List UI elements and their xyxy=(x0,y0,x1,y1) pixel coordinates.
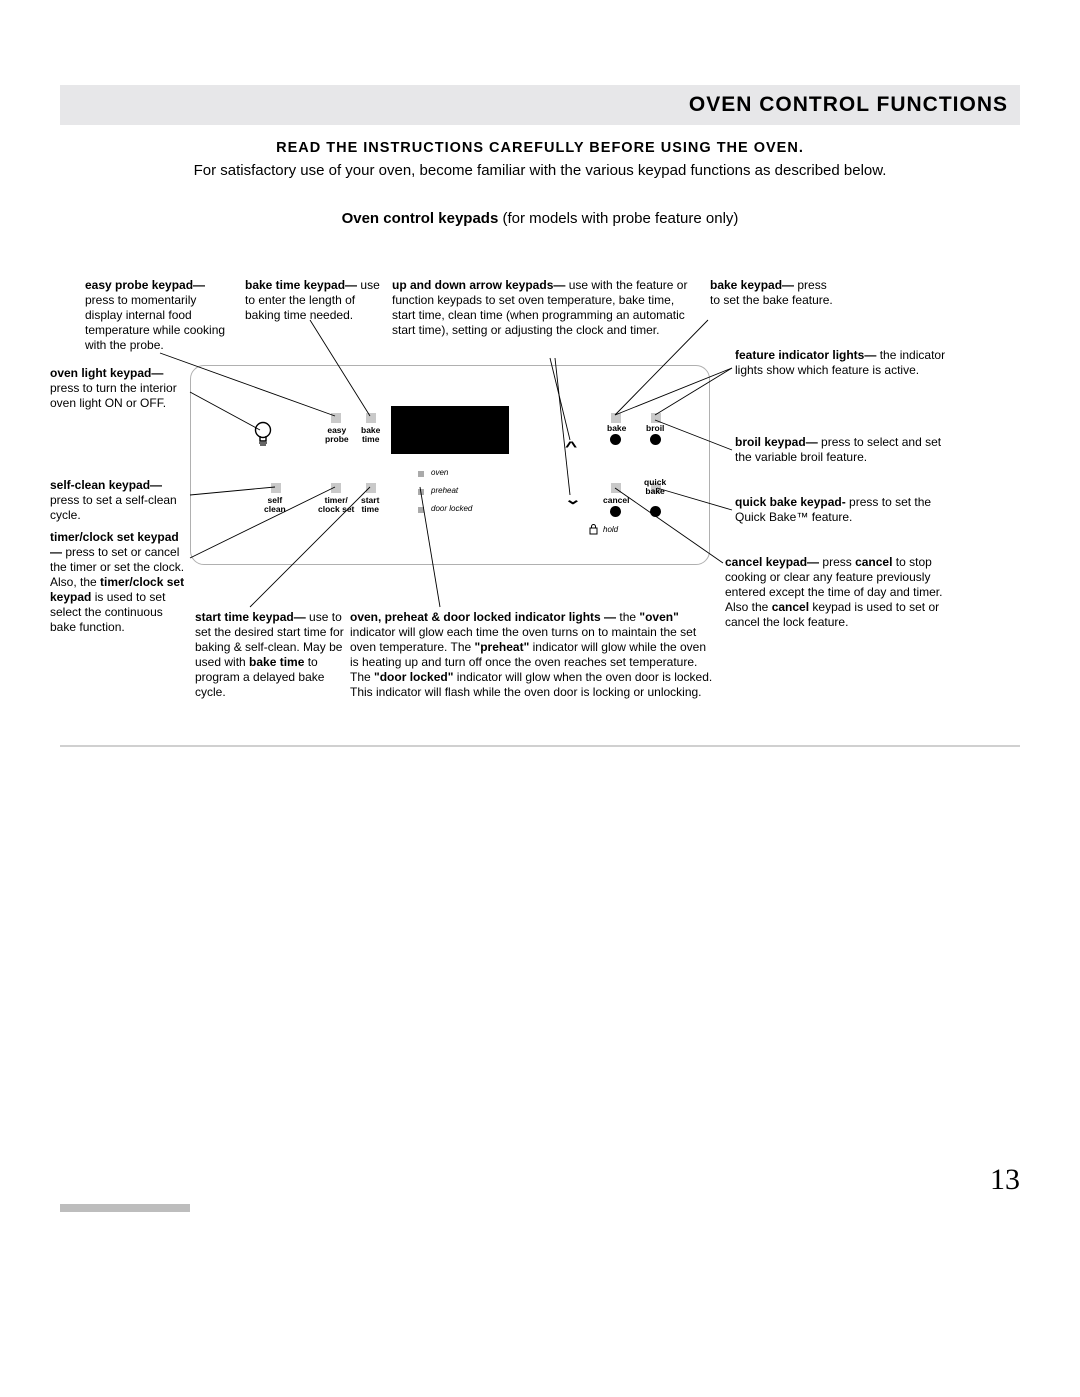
self-clean-label: selfclean xyxy=(264,496,286,515)
bake-time-label: baketime xyxy=(361,426,380,445)
bake-time-pad xyxy=(366,413,376,423)
footer-accent-bar xyxy=(60,1204,190,1212)
caption-rest: (for models with probe feature only) xyxy=(498,210,738,227)
callout-bake: bake keypad— press to set the bake featu… xyxy=(710,278,840,308)
broil-pad xyxy=(651,413,661,423)
callout-start-time: start time keypad— use to set the desire… xyxy=(195,610,345,700)
subheading-desc: For satisfactory use of your oven, becom… xyxy=(60,162,1020,179)
callout-arrows: up and down arrow keypads— use with the … xyxy=(392,278,692,338)
down-arrow-icon: ⌄ xyxy=(564,491,582,508)
cancel-pad xyxy=(611,483,621,493)
doorlocked-ind-icon xyxy=(418,507,424,513)
callout-oven-light: oven light keypad— press to turn the int… xyxy=(50,366,190,411)
quick-bake-dot xyxy=(650,506,661,517)
header-bar: OVEN CONTROL FUNCTIONS xyxy=(60,85,1020,125)
display-screen xyxy=(391,406,509,454)
start-time-pad xyxy=(366,483,376,493)
caption-bold: Oven control keypads xyxy=(342,210,499,227)
subheading: READ THE INSTRUCTIONS CAREFULLY BEFORE U… xyxy=(60,140,1020,156)
callout-self-clean: self-clean keypad— press to set a self-c… xyxy=(50,478,190,523)
callout-feature-lights: feature indicator lights— the indicator … xyxy=(735,348,960,378)
bake-pad xyxy=(611,413,621,423)
doorlocked-ind-label: door locked xyxy=(431,505,472,514)
oven-ind-icon xyxy=(418,471,424,477)
preheat-ind-label: preheat xyxy=(431,487,458,496)
bake-label: bake xyxy=(607,424,626,433)
preheat-ind-icon xyxy=(418,489,424,495)
callout-timer-clock: timer/clock set keypad— press to set or … xyxy=(50,530,190,635)
broil-label: broil xyxy=(646,424,664,433)
timer-clock-label: timer/clock set xyxy=(318,496,354,515)
page-number: 13 xyxy=(990,1163,1020,1197)
bake-dot xyxy=(610,434,621,445)
callout-easy-probe: easy probe keypad— press to momentarily … xyxy=(85,278,235,353)
cancel-label: cancel xyxy=(603,496,629,505)
start-time-label: starttime xyxy=(361,496,379,515)
easy-probe-pad xyxy=(331,413,341,423)
lock-icon xyxy=(589,524,598,535)
up-arrow-icon: ^ xyxy=(565,438,577,454)
control-panel: easyprobe baketime ^ ⌄ bake broil selfcl… xyxy=(190,365,710,565)
callout-bake-time: bake time keypad— use to enter the lengt… xyxy=(245,278,385,323)
callout-broil: broil keypad— press to select and set th… xyxy=(735,435,960,465)
header-title: OVEN CONTROL FUNCTIONS xyxy=(689,93,1008,117)
timer-clock-pad xyxy=(331,483,341,493)
hold-label: hold xyxy=(603,526,618,535)
cancel-dot xyxy=(610,506,621,517)
broil-dot xyxy=(650,434,661,445)
lightbulb-icon xyxy=(254,421,272,447)
callout-cancel: cancel keypad— press cancel to stop cook… xyxy=(725,555,960,630)
quick-bake-label: quickbake xyxy=(644,478,666,497)
callout-indicators: oven, preheat & door locked indicator li… xyxy=(350,610,715,700)
horizontal-rule xyxy=(60,745,1020,747)
callout-quick-bake: quick bake keypad- press to set the Quic… xyxy=(735,495,960,525)
self-clean-pad xyxy=(271,483,281,493)
panel-caption: Oven control keypads (for models with pr… xyxy=(60,210,1020,227)
easy-probe-label: easyprobe xyxy=(325,426,349,445)
oven-ind-label: oven xyxy=(431,469,448,478)
